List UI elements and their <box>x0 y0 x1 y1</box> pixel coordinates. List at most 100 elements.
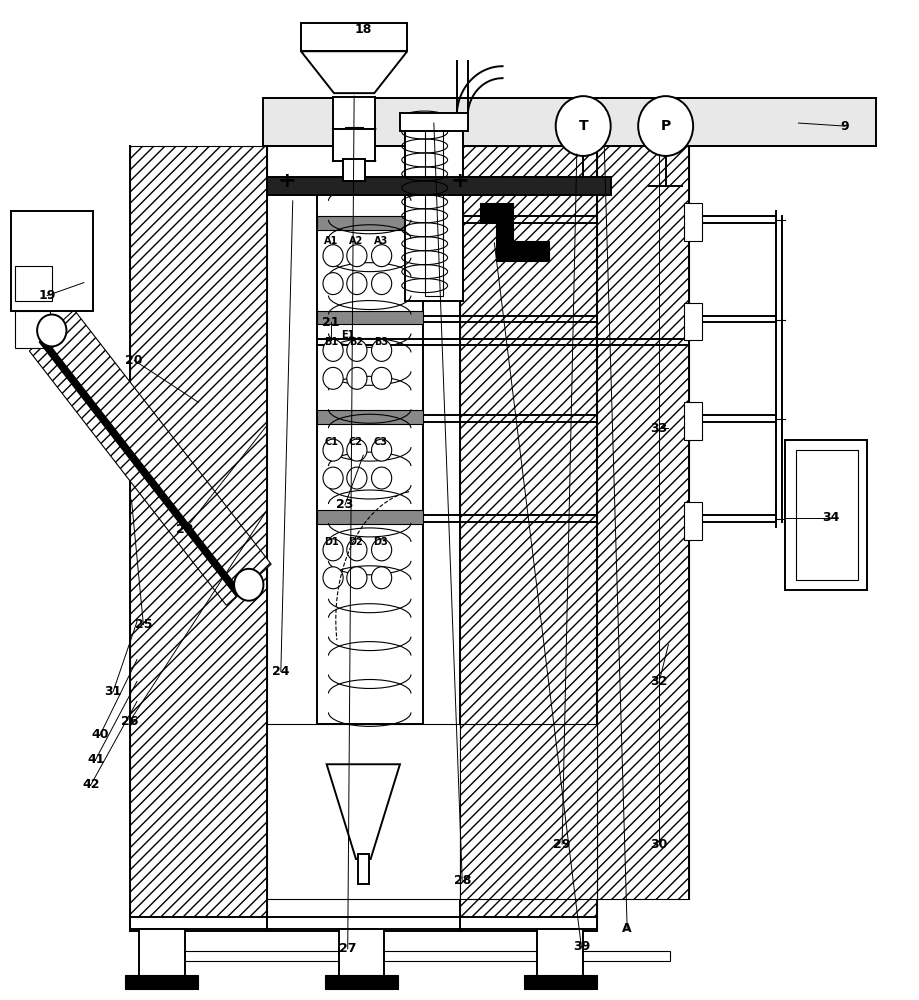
Bar <box>267 177 611 195</box>
Bar <box>597 146 688 899</box>
Text: P: P <box>661 119 671 133</box>
Text: 19: 19 <box>39 289 56 302</box>
Bar <box>333 129 375 161</box>
Bar <box>796 450 858 580</box>
Text: A1: A1 <box>324 236 338 246</box>
Circle shape <box>371 567 391 589</box>
Circle shape <box>346 567 367 589</box>
Text: C3: C3 <box>374 437 388 447</box>
Bar <box>345 127 363 141</box>
Circle shape <box>371 467 391 489</box>
Text: 42: 42 <box>83 778 100 791</box>
Bar <box>404 126 463 301</box>
Text: 20: 20 <box>126 354 143 367</box>
Text: 23: 23 <box>336 498 354 511</box>
Circle shape <box>323 567 343 589</box>
Circle shape <box>323 339 343 361</box>
Circle shape <box>638 96 693 156</box>
Bar <box>684 502 702 540</box>
Bar <box>333 97 375 129</box>
Circle shape <box>371 339 391 361</box>
Circle shape <box>323 439 343 461</box>
Polygon shape <box>480 203 550 261</box>
Bar <box>10 211 93 311</box>
Circle shape <box>371 539 391 561</box>
Text: 29: 29 <box>553 838 571 851</box>
Bar <box>317 410 423 424</box>
Bar <box>130 917 597 931</box>
Text: +: + <box>450 171 469 191</box>
Text: A2: A2 <box>349 236 363 246</box>
Bar <box>317 191 423 724</box>
Text: A3: A3 <box>374 236 388 246</box>
Bar <box>357 854 369 884</box>
Circle shape <box>371 273 391 295</box>
Text: C2: C2 <box>349 437 363 447</box>
Text: 21: 21 <box>323 316 340 329</box>
Bar <box>139 929 185 987</box>
Text: 32: 32 <box>651 675 668 688</box>
Bar <box>684 303 702 340</box>
Bar <box>324 975 398 989</box>
Text: B3: B3 <box>374 337 388 347</box>
Polygon shape <box>326 764 400 859</box>
Text: 28: 28 <box>454 874 471 887</box>
Polygon shape <box>301 51 407 93</box>
Circle shape <box>371 245 391 267</box>
Circle shape <box>37 315 66 346</box>
Bar <box>263 98 877 146</box>
Text: 39: 39 <box>573 940 590 953</box>
Text: 41: 41 <box>87 753 105 766</box>
Bar <box>538 929 584 987</box>
Circle shape <box>323 273 343 295</box>
Bar <box>301 23 407 51</box>
Circle shape <box>346 467 367 489</box>
Bar <box>524 975 597 989</box>
Circle shape <box>346 245 367 267</box>
Bar <box>460 146 597 929</box>
Bar <box>400 113 468 131</box>
Circle shape <box>346 439 367 461</box>
Bar <box>343 159 365 181</box>
Text: D3: D3 <box>373 537 388 547</box>
Circle shape <box>323 367 343 389</box>
Bar <box>785 440 868 590</box>
Bar <box>317 510 423 524</box>
Circle shape <box>346 539 367 561</box>
Bar <box>317 216 423 230</box>
Text: T: T <box>578 119 588 133</box>
Text: 26: 26 <box>121 715 139 728</box>
Bar <box>317 311 423 324</box>
Circle shape <box>234 569 264 601</box>
Circle shape <box>346 367 367 389</box>
Text: 27: 27 <box>339 942 357 955</box>
Bar <box>15 266 51 301</box>
Bar <box>130 146 267 929</box>
Text: C1: C1 <box>324 437 338 447</box>
Text: 9: 9 <box>840 120 848 133</box>
Circle shape <box>346 273 367 295</box>
Text: 40: 40 <box>92 728 109 741</box>
Text: 33: 33 <box>651 422 668 435</box>
Circle shape <box>323 467 343 489</box>
Polygon shape <box>40 338 241 596</box>
Text: A: A <box>622 922 632 935</box>
Text: 18: 18 <box>355 23 372 36</box>
Text: 30: 30 <box>651 838 668 851</box>
Bar <box>338 929 384 987</box>
Bar <box>15 311 50 348</box>
Text: B2: B2 <box>349 337 363 347</box>
Text: D2: D2 <box>348 537 363 547</box>
Circle shape <box>323 245 343 267</box>
Bar <box>684 402 702 440</box>
Bar <box>267 724 460 899</box>
Text: 34: 34 <box>822 511 839 524</box>
Text: 31: 31 <box>105 685 122 698</box>
Circle shape <box>323 539 343 561</box>
Bar <box>125 975 199 989</box>
Text: 25: 25 <box>135 618 153 631</box>
Text: 22: 22 <box>176 523 193 536</box>
Text: +: + <box>278 171 297 191</box>
Circle shape <box>371 439 391 461</box>
Circle shape <box>346 339 367 361</box>
